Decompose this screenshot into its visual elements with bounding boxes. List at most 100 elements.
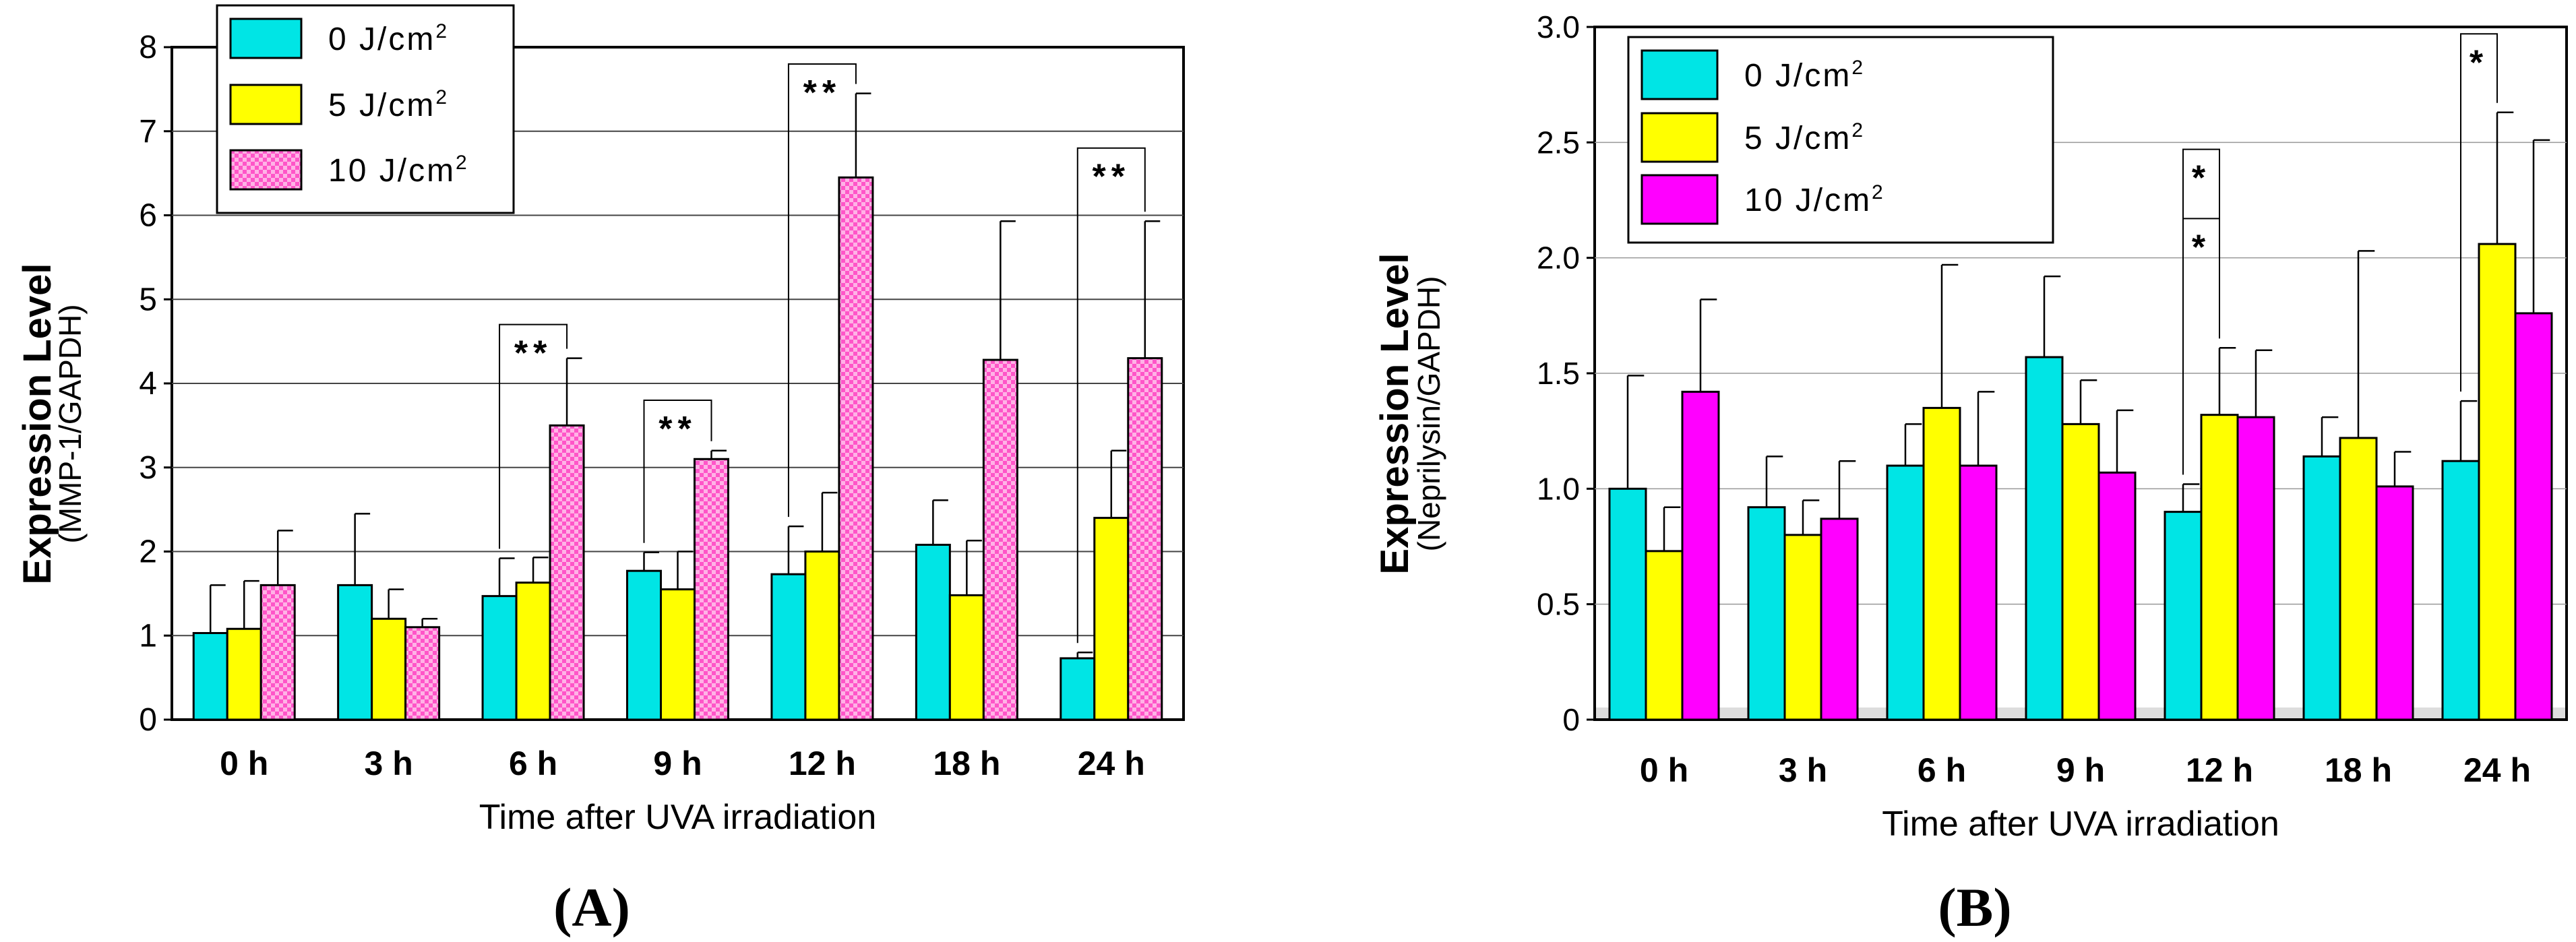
bar	[770, 573, 807, 721]
legend-label: 5 J/cm2	[1744, 119, 1865, 156]
significance-label: **	[658, 410, 696, 449]
y-axis-title: Expression Level	[16, 263, 59, 584]
bar	[2200, 414, 2239, 721]
bar	[2302, 455, 2341, 721]
bar	[2025, 356, 2064, 721]
y-tick-label: 4	[139, 366, 157, 402]
x-tick-label: 18 h	[933, 745, 1000, 782]
legend-label: 10 J/cm2	[1744, 181, 1885, 218]
y-tick-label: 1.0	[1537, 471, 1580, 506]
bar	[2375, 485, 2414, 721]
bar	[2236, 416, 2275, 721]
x-tick-label: 6 h	[509, 745, 557, 782]
bar	[1681, 390, 1720, 721]
bar	[838, 176, 874, 721]
significance-label: *	[2470, 43, 2488, 82]
significance-bracket	[499, 323, 568, 549]
bar	[1820, 517, 1859, 721]
significance-bracket	[1076, 147, 1146, 643]
legend-label: 0 J/cm2	[328, 20, 449, 57]
y-axis-subtitle: (Neprilysin/GAPDH)	[1411, 276, 1446, 552]
legend-swatch	[229, 84, 303, 125]
legend-label: 0 J/cm2	[1744, 57, 1865, 94]
significance-label: **	[514, 334, 552, 373]
significance-label: **	[1093, 158, 1130, 197]
legend-swatch	[229, 18, 303, 59]
x-tick-label: 9 h	[653, 745, 702, 782]
chart-b: 0 0.5 1.0 1.5 2.0 2.5 3.0 * * * 0 h 3 h 6 h 9 h 12 h 18…	[1373, 9, 2568, 844]
bar	[1645, 550, 1684, 721]
bar	[1886, 464, 1925, 721]
bar	[226, 627, 262, 721]
significance-bracket	[2182, 218, 2220, 475]
panel-label-b: (B)	[1938, 877, 2012, 938]
bar	[1922, 406, 1961, 721]
y-tick-label: 6	[139, 198, 157, 234]
x-tick-label: 12 h	[2186, 751, 2253, 789]
bar	[337, 584, 373, 721]
bar	[1093, 517, 1130, 721]
bar	[259, 584, 296, 721]
legend-label-superscript: 2	[1851, 119, 1865, 142]
bar	[2061, 422, 2100, 721]
y-tick-label: 8	[139, 30, 157, 65]
bar	[660, 588, 696, 721]
x-axis-title: Time after UVA irradiation	[479, 798, 877, 837]
x-tick-label: 24 h	[2463, 751, 2531, 789]
bar	[1060, 657, 1096, 721]
chart-a: 0 1 2 3 4 5 6 7 8 ** ** ** ** 0 h 3 h 6 h 9 h 12 h 18 h 24 …	[16, 4, 1185, 837]
y-axis-subtitle: (MMP-1/GAPDH)	[53, 304, 88, 543]
bar	[2339, 437, 2378, 721]
significance-label: *	[2192, 159, 2211, 198]
y-tick-label: 1.5	[1537, 356, 1580, 391]
legend-label: 5 J/cm2	[328, 86, 449, 123]
y-tick-label: 1	[139, 618, 157, 654]
bar	[804, 551, 840, 721]
bar	[2441, 460, 2480, 721]
bar	[515, 582, 551, 721]
y-tick-label: 3	[139, 450, 157, 486]
y-tick-label: 0.5	[1537, 587, 1580, 622]
x-tick-label: 3 h	[365, 745, 413, 782]
bar	[1127, 357, 1163, 721]
x-tick-label: 24 h	[1078, 745, 1145, 782]
bar	[948, 594, 985, 721]
legend-swatch	[1640, 49, 1719, 100]
y-tick-label: 5	[139, 282, 157, 317]
y-tick-label: 0	[1562, 702, 1580, 737]
bar	[2514, 312, 2553, 721]
bar	[2164, 511, 2203, 721]
legend-swatch	[1640, 112, 1719, 163]
bar	[1959, 464, 1998, 721]
y-tick-label: 2	[139, 534, 157, 570]
bar	[626, 569, 662, 721]
legend-swatch	[1640, 174, 1719, 225]
significance-label: **	[803, 73, 841, 113]
legend-label-superscript: 2	[435, 20, 449, 42]
bar	[404, 626, 441, 721]
x-tick-label: 18 h	[2325, 751, 2392, 789]
bar	[2478, 243, 2517, 721]
significance-bracket	[643, 399, 712, 543]
panel-label-a: (A)	[553, 877, 630, 938]
bar	[549, 424, 585, 721]
y-tick-label: 0	[139, 702, 157, 738]
bar	[481, 595, 518, 721]
legend-label-superscript: 2	[435, 86, 449, 108]
bar	[694, 458, 729, 721]
y-tick-label: 7	[139, 114, 157, 150]
x-tick-label: 12 h	[789, 745, 856, 782]
x-axis-title: Time after UVA irradiation	[1882, 805, 2279, 844]
bar	[1747, 506, 1786, 721]
legend-label-superscript: 2	[456, 152, 469, 174]
bar	[192, 632, 228, 721]
x-tick-label: 9 h	[2056, 751, 2105, 789]
bar	[1783, 534, 1822, 721]
significance-bracket	[787, 63, 857, 517]
y-axis-title: Expression Level	[1373, 253, 1417, 574]
y-tick-label: 3.0	[1537, 9, 1580, 44]
bar	[371, 617, 407, 721]
significance-bracket	[2460, 33, 2498, 392]
x-tick-label: 0 h	[220, 745, 268, 782]
